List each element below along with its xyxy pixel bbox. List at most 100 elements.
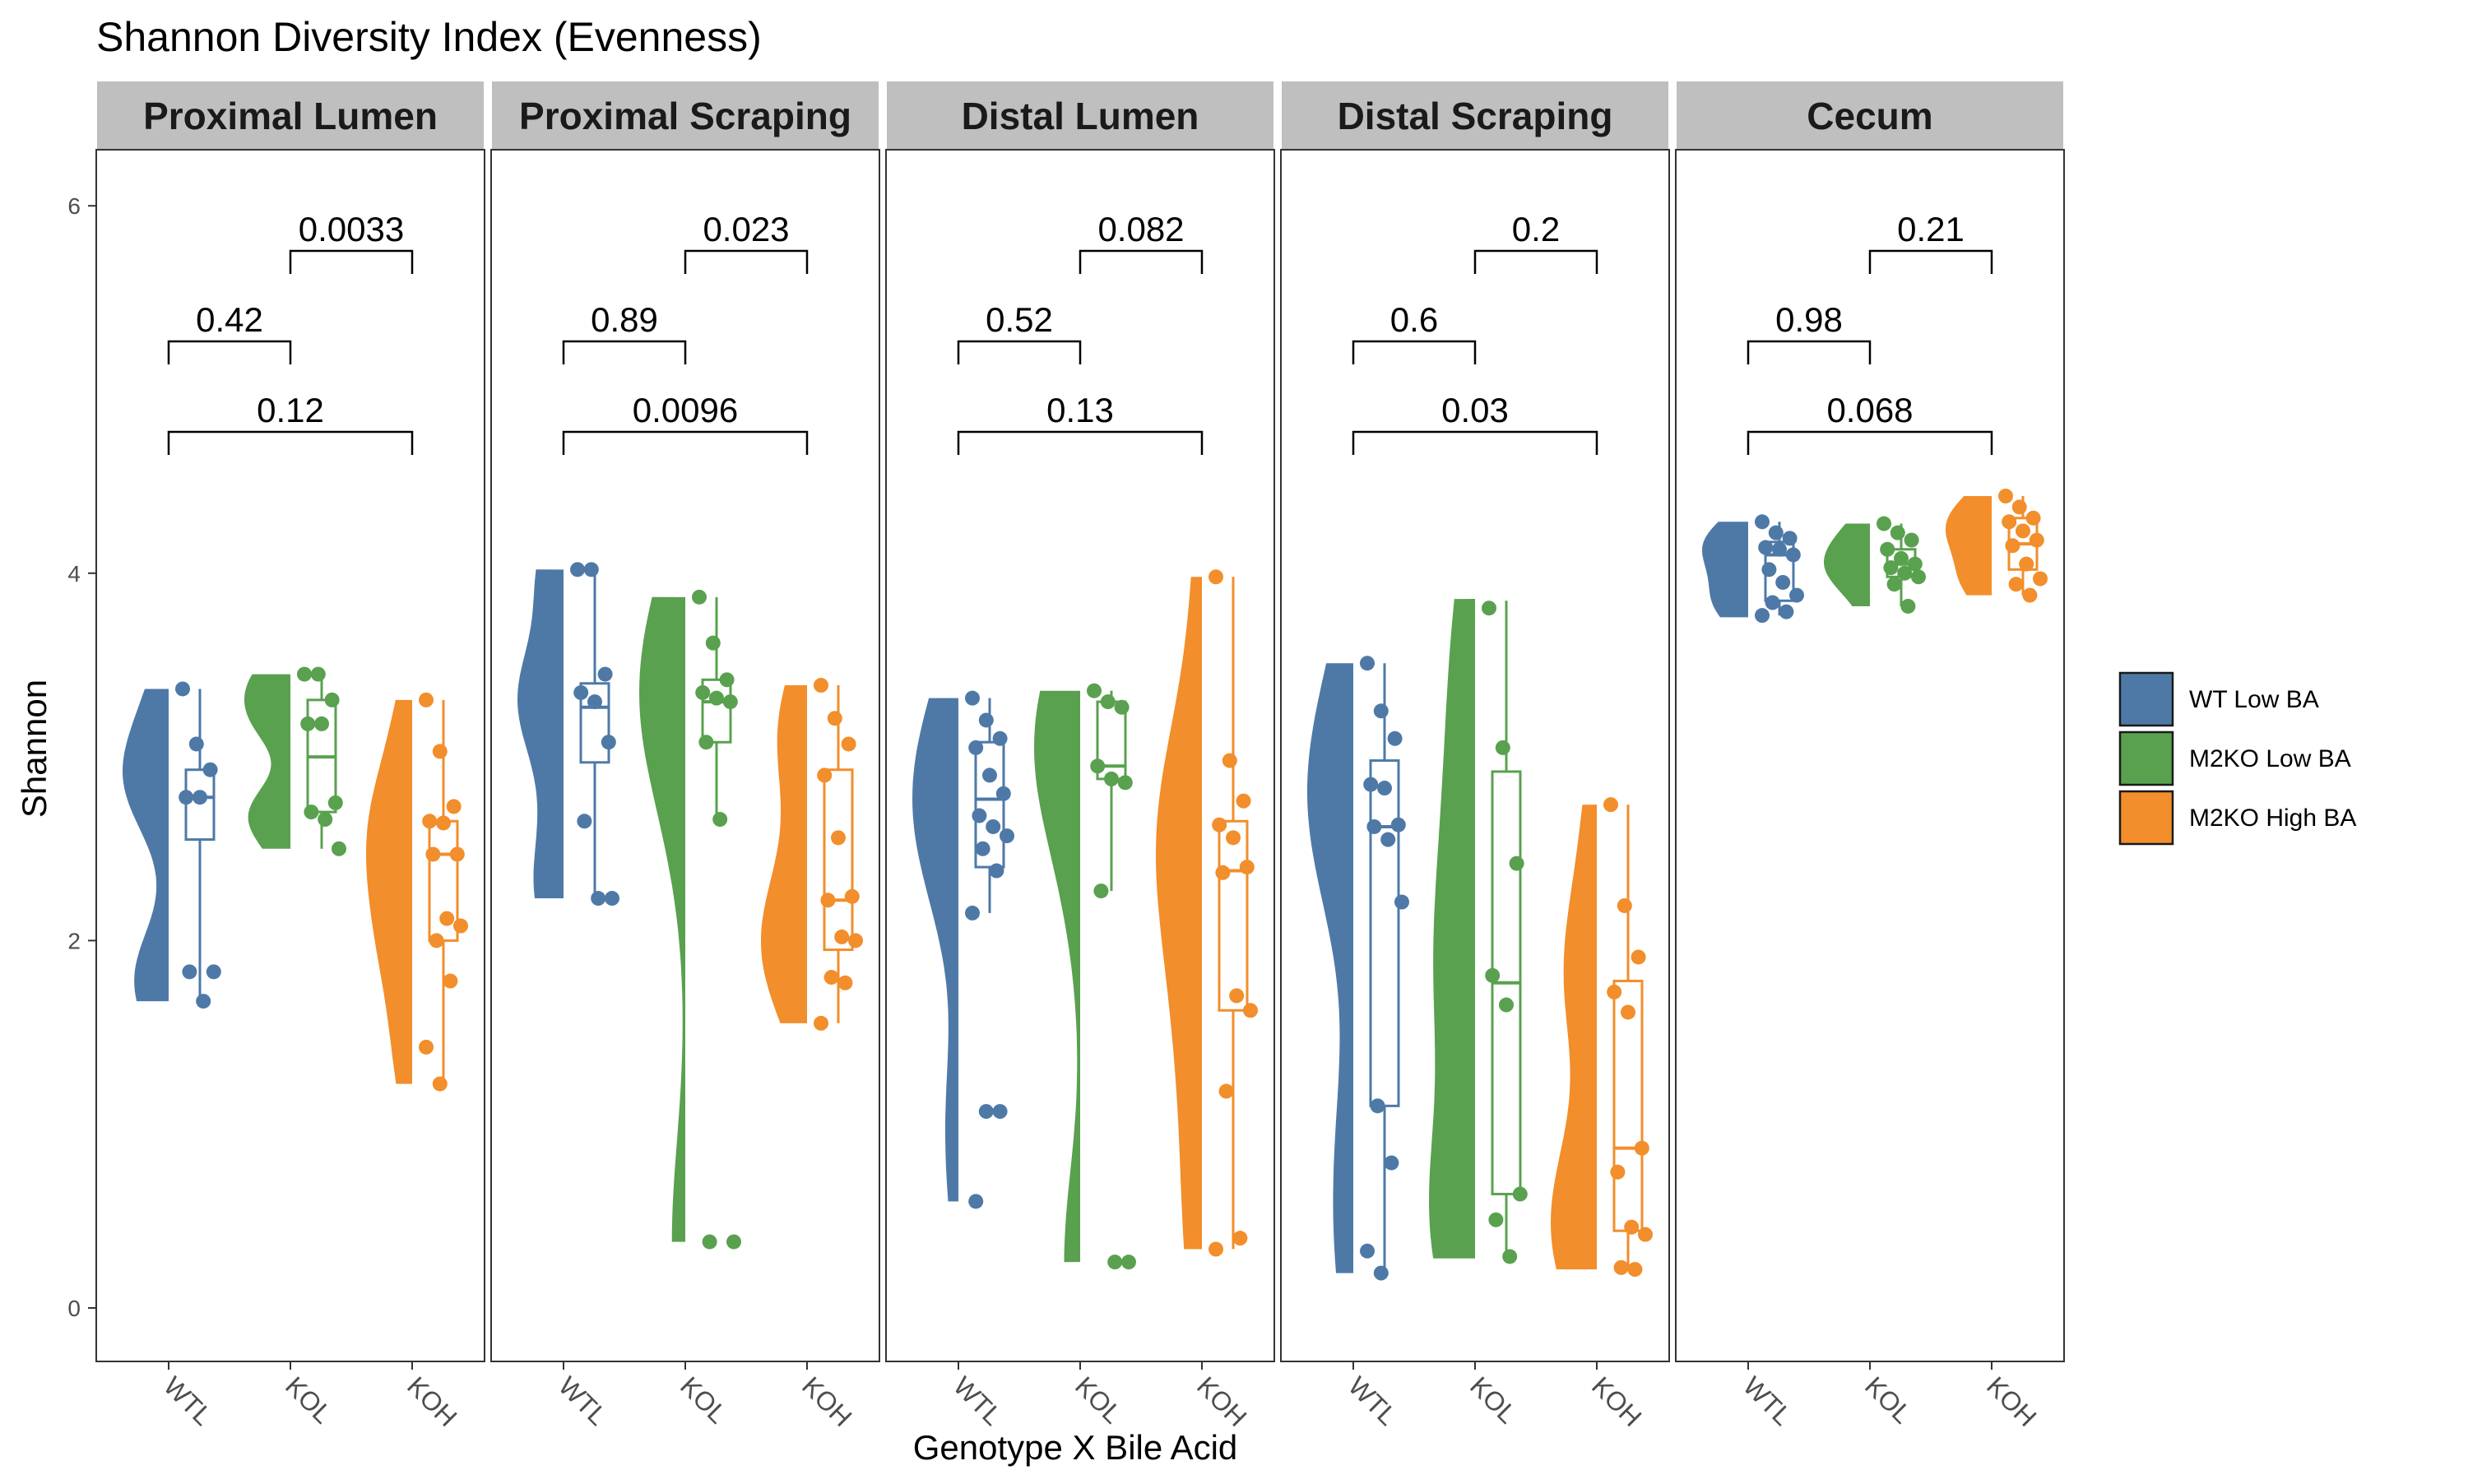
significance-bracket [562, 430, 809, 455]
x-axis-title: Genotype X Bile Acid [913, 1428, 1238, 1467]
data-point [1377, 781, 1392, 796]
data-point [2029, 532, 2044, 548]
data-point [1785, 547, 1801, 563]
data-point [1488, 1212, 1504, 1227]
x-tick-label: KOH [1586, 1370, 1647, 1431]
data-point [968, 740, 984, 755]
data-point [1222, 753, 1237, 768]
data-point [597, 666, 613, 682]
data-point [297, 666, 312, 682]
data-point [1363, 777, 1379, 792]
facet-strip-label: Distal Lumen [962, 95, 1199, 137]
data-point [1880, 541, 1895, 557]
data-point [814, 678, 828, 693]
data-point [1093, 883, 1109, 899]
data-point [1634, 1140, 1649, 1156]
p-value-label: 0.12 [257, 391, 324, 429]
facet-panel: Proximal Lumen WTL KOL KOH 0.0033 0.42 0.12 [95, 80, 485, 1432]
p-value-label: 0.023 [703, 210, 789, 248]
violin-half [912, 698, 958, 1202]
p-value-label: 0.98 [1775, 300, 1843, 339]
x-tick-label: KOL [1464, 1370, 1523, 1429]
box-iqr [579, 682, 610, 764]
violin-half [1156, 577, 1202, 1250]
data-point [1617, 897, 1632, 913]
y-axis-title: Shannon [15, 679, 53, 818]
data-point [817, 768, 833, 783]
data-point [193, 790, 207, 805]
x-tick-label: KOH [796, 1370, 857, 1431]
data-point [573, 684, 589, 700]
data-point [834, 929, 850, 944]
significance-bracket [1473, 249, 1598, 274]
significance-bracket [1868, 249, 1993, 274]
x-tick-label: KOH [1191, 1370, 1252, 1431]
data-point [1495, 740, 1510, 755]
facet-strip [95, 80, 485, 151]
data-point [179, 790, 194, 805]
data-point [1779, 604, 1794, 619]
data-point [1390, 817, 1406, 832]
box-iqr [974, 740, 1005, 869]
data-point [327, 795, 343, 810]
data-point [419, 692, 434, 707]
data-point [577, 814, 592, 829]
data-point [1877, 516, 1891, 531]
data-point [1218, 1083, 1234, 1099]
data-point [1782, 531, 1798, 546]
x-tick-label: WTL [553, 1370, 613, 1431]
p-value-label: 0.89 [591, 300, 658, 339]
data-point [300, 716, 316, 731]
facet-strip-label: Cecum [1807, 95, 1932, 137]
data-point [1761, 562, 1777, 577]
data-point [965, 905, 980, 921]
data-point [972, 808, 987, 823]
data-point [1482, 601, 1496, 616]
data-point [2033, 571, 2048, 587]
data-point [968, 1194, 984, 1209]
data-point [1897, 565, 1913, 581]
data-point [1212, 817, 1227, 832]
data-point [1499, 997, 1514, 1013]
chart-title: Shannon Diversity Index (Evenness) [96, 14, 762, 60]
data-point [1380, 832, 1396, 847]
data-point [324, 692, 340, 707]
data-point [992, 730, 1008, 746]
data-point [425, 846, 441, 862]
data-point [1243, 1003, 1258, 1018]
x-tick-label: KOL [280, 1370, 338, 1429]
y-tick-label: 4 [67, 561, 81, 587]
data-point [1883, 560, 1899, 576]
data-point [587, 694, 602, 710]
data-point [820, 893, 836, 908]
data-point [591, 891, 606, 907]
p-value-label: 0.42 [196, 300, 263, 339]
legend-key [2118, 790, 2174, 846]
data-point [698, 735, 714, 750]
data-point [1638, 1227, 1653, 1242]
violin-half [517, 569, 564, 899]
significance-bracket [289, 249, 414, 274]
facet-strip [1280, 80, 1670, 151]
data-point [332, 841, 346, 856]
data-point [1208, 1241, 1223, 1257]
data-point [1911, 569, 1926, 585]
data-point [989, 863, 1004, 879]
x-tick-label: KOL [1859, 1370, 1918, 1429]
data-point [1000, 828, 1014, 844]
data-point [1775, 574, 1791, 590]
data-point [823, 970, 839, 985]
p-value-label: 0.21 [1897, 210, 1965, 248]
data-point [1890, 525, 1905, 540]
violin-half [1702, 522, 1748, 618]
data-point [1360, 1243, 1375, 1259]
data-point [1366, 819, 1382, 834]
data-point [1117, 775, 1133, 791]
data-point [1624, 1219, 1640, 1235]
facet-strip-label: Distal Scraping [1338, 95, 1613, 137]
violin-half [123, 689, 169, 1002]
p-value-label: 0.6 [1390, 300, 1438, 339]
